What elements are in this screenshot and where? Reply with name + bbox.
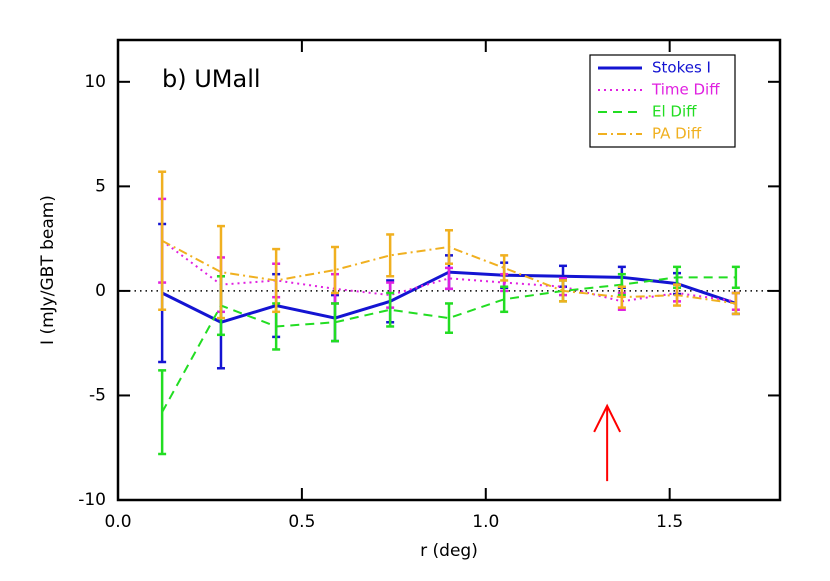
x-axis-label: r (deg) (420, 541, 478, 561)
legend-label: Stokes I (652, 59, 711, 77)
x-tick-label: 0.0 (104, 512, 131, 532)
error-bar (330, 245, 339, 295)
legend-box (589, 54, 736, 148)
y-tick-label: 10 (84, 72, 106, 92)
error-bar (445, 302, 453, 334)
y-tick-label: 5 (95, 176, 106, 196)
y-tick-label: 0 (95, 281, 106, 301)
error-bar (500, 285, 509, 314)
error-bar (500, 254, 509, 282)
error-bar (386, 291, 395, 328)
legend-label: PA Diff (652, 125, 702, 143)
legend-label: Time Diff (651, 81, 720, 99)
legend-label: El Diff (652, 103, 697, 121)
x-tick-label: 0.5 (288, 512, 315, 532)
y-axis-label: I (mJy/GBT beam) (38, 195, 58, 345)
error-bar (386, 233, 395, 278)
y-tick-label: -10 (78, 490, 106, 510)
panel-annotation: b) UMall (162, 65, 261, 93)
series-line (161, 276, 736, 413)
y-tick-label: -5 (89, 385, 106, 405)
x-tick-label: 1.5 (656, 512, 683, 532)
arrow-head (593, 403, 622, 433)
error-bar (216, 224, 225, 320)
error-bar (445, 266, 453, 291)
x-tick-label: 1.0 (472, 512, 499, 532)
series-line (161, 239, 737, 305)
series-line (161, 239, 737, 303)
plot-frame (116, 38, 782, 502)
error-bar (158, 170, 167, 311)
error-bar (330, 302, 339, 343)
